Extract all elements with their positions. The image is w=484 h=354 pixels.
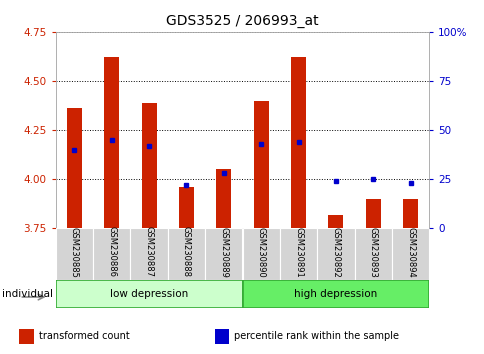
Bar xyxy=(130,228,167,280)
Text: GSM230890: GSM230890 xyxy=(256,227,265,277)
Bar xyxy=(354,228,391,280)
Bar xyxy=(205,228,242,280)
Text: GSM230892: GSM230892 xyxy=(331,227,340,277)
Text: GSM230894: GSM230894 xyxy=(405,227,414,277)
Text: GSM230885: GSM230885 xyxy=(70,227,79,278)
Text: GSM230889: GSM230889 xyxy=(219,227,228,278)
Text: GSM230893: GSM230893 xyxy=(368,227,377,278)
Bar xyxy=(328,215,343,228)
Bar xyxy=(179,187,194,228)
Text: GSM230886: GSM230886 xyxy=(107,227,116,278)
Bar xyxy=(56,228,93,280)
Text: high depression: high depression xyxy=(294,289,377,299)
Bar xyxy=(167,228,205,280)
Title: GDS3525 / 206993_at: GDS3525 / 206993_at xyxy=(166,14,318,28)
Bar xyxy=(290,57,305,228)
Text: low depression: low depression xyxy=(110,289,188,299)
Bar xyxy=(67,108,82,228)
Bar xyxy=(253,101,268,228)
Bar xyxy=(216,170,231,228)
Bar xyxy=(365,199,380,228)
Text: GSM230887: GSM230887 xyxy=(144,227,153,278)
Text: transformed count: transformed count xyxy=(39,331,129,341)
Bar xyxy=(93,228,130,280)
Bar xyxy=(391,228,428,280)
Text: GSM230891: GSM230891 xyxy=(293,227,302,277)
Bar xyxy=(141,103,156,228)
Bar xyxy=(317,228,354,280)
Bar xyxy=(402,199,417,228)
Bar xyxy=(242,228,279,280)
Bar xyxy=(279,228,317,280)
Text: percentile rank within the sample: percentile rank within the sample xyxy=(234,331,398,341)
Bar xyxy=(104,57,119,228)
Text: individual: individual xyxy=(2,289,53,299)
Bar xyxy=(56,280,242,308)
Bar xyxy=(214,329,229,344)
Bar xyxy=(242,280,428,308)
Bar xyxy=(19,329,34,344)
Text: GSM230888: GSM230888 xyxy=(182,227,191,278)
